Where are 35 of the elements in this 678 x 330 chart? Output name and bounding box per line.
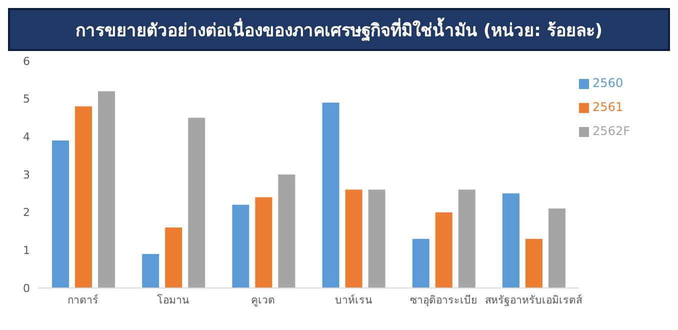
legend-label: 2560: [592, 76, 624, 90]
bar: [255, 197, 272, 288]
y-tick-label: 1: [23, 244, 30, 258]
bar: [322, 102, 340, 288]
bar: [278, 174, 296, 288]
bar: [98, 91, 115, 288]
bar: [345, 190, 362, 288]
y-tick-label: 6: [23, 54, 30, 68]
bar: [458, 190, 476, 288]
bar: [188, 118, 206, 288]
y-tick-label: 3: [23, 168, 30, 182]
bar: [52, 140, 69, 288]
bar: [75, 106, 92, 288]
bar: [142, 254, 160, 288]
y-tick-label: 4: [23, 130, 30, 144]
y-tick-label: 0: [23, 282, 30, 295]
chart-title: การขยายตัวอย่างต่อเนื่องของภาคเศรษฐกิจที่มิใช่น้ำมัน (หน่วย: ร้อยละ): [8, 8, 670, 51]
y-tick-label: 5: [23, 92, 30, 106]
x-tick-label: คูเวต: [251, 294, 276, 306]
legend-label: 2562F: [592, 124, 630, 138]
bar: [435, 212, 452, 288]
bar: [502, 193, 520, 288]
bar: [165, 227, 182, 288]
x-tick-label: กาตาร์: [68, 293, 99, 306]
bar: [368, 190, 386, 288]
bar: [232, 204, 250, 288]
x-tick-label: บาห์เรน: [334, 293, 372, 306]
bar: [412, 238, 430, 288]
x-tick-label: โอมาน: [157, 293, 190, 306]
bar: [525, 238, 542, 288]
legend-label: 2561: [592, 100, 624, 114]
x-tick-label: สหรัฐอาหรับเอมิเรตส์: [485, 293, 583, 306]
y-tick-label: 2: [23, 206, 30, 220]
x-tick-label: ซาอุดิอาระเบีย: [410, 293, 477, 306]
bar: [548, 208, 566, 288]
